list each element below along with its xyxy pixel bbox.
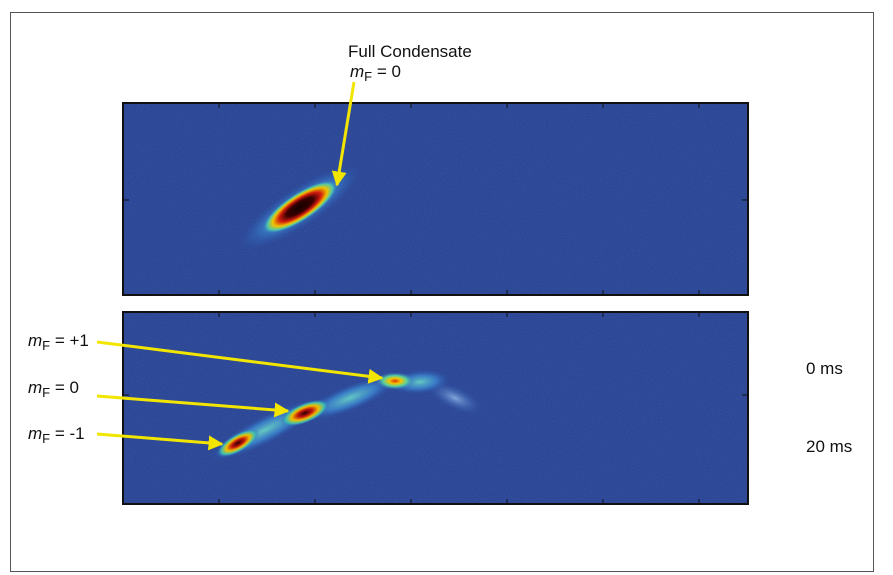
bottom-panel xyxy=(96,311,749,505)
mf-0-label: mF = 0 xyxy=(28,378,79,400)
mf-minus1-label: mF = -1 xyxy=(28,424,85,446)
label-sub: F xyxy=(42,385,51,400)
label-var: m xyxy=(350,62,365,81)
time-label-20ms: 20 ms xyxy=(806,437,853,456)
top-panel-border xyxy=(122,102,749,296)
full-condensate-arrow xyxy=(331,81,356,187)
label-sub: F xyxy=(364,69,373,84)
bottom-condensate-cloud xyxy=(209,369,483,461)
bottom-panel-noise xyxy=(123,312,748,504)
mf-plus1-cloud xyxy=(375,372,415,390)
full-condensate-label: mF = 0 xyxy=(350,62,401,84)
label-value: = 0 xyxy=(50,378,79,397)
top-panel-noise xyxy=(123,103,748,295)
label-var: m xyxy=(28,424,43,443)
mf-minus1-cloud xyxy=(216,428,260,458)
label-value: = -1 xyxy=(50,424,85,443)
bottom-panel-border xyxy=(122,311,749,505)
label-var: m xyxy=(28,378,43,397)
label-value: = 0 xyxy=(372,62,401,81)
mf-plus1-arrow xyxy=(96,340,384,384)
label-value: = +1 xyxy=(50,331,89,350)
mf-minus1-arrow xyxy=(96,432,224,451)
full-condensate-title: Full Condensate xyxy=(348,42,472,61)
mf-0-cloud xyxy=(280,399,330,427)
top-panel-ticks xyxy=(123,103,748,295)
label-var: m xyxy=(28,331,43,350)
label-sub: F xyxy=(42,431,51,446)
figure-frame xyxy=(10,12,874,572)
bottom-panel-ticks xyxy=(123,312,748,504)
top-panel xyxy=(122,81,749,296)
time-label-0ms: 0 ms xyxy=(806,359,843,378)
mf-plus1-label: mF = +1 xyxy=(28,331,89,353)
mf-0-arrow xyxy=(96,394,290,418)
label-sub: F xyxy=(42,338,51,353)
top-condensate-cloud xyxy=(238,164,362,250)
